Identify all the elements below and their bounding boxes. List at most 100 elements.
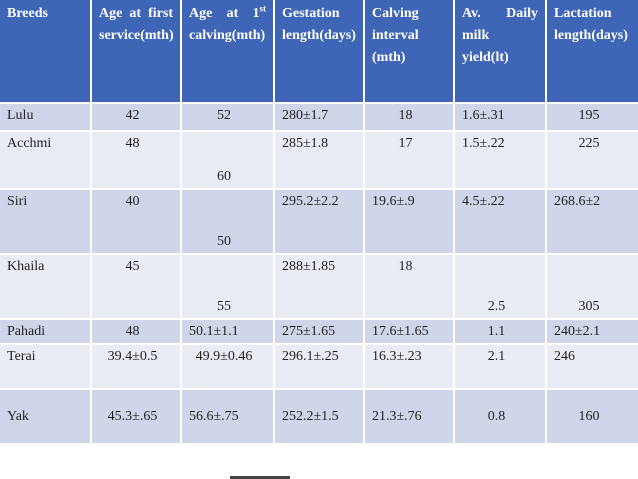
text: Khaila (7, 259, 45, 274)
text: 48 (125, 324, 140, 339)
data-cell: 52 (182, 104, 275, 132)
text: 18 (398, 108, 413, 123)
header-cell: Gestation length(days) (275, 0, 365, 104)
data-cell: 280±1.7 (275, 104, 365, 132)
data-cell: 285±1.8 (275, 132, 365, 190)
text: 17.6±1.65 (372, 324, 429, 339)
data-cell: 48 (92, 320, 182, 345)
header-text: Calving interval (mth) (372, 6, 419, 65)
text: 195 (578, 108, 600, 123)
header-text: Lactation length(days) (554, 6, 628, 43)
text: 45.3±.65 (107, 409, 158, 424)
data-cell: 1.6±.31 (455, 104, 547, 132)
breed-cell: Yak (0, 390, 92, 445)
text: 280±1.7 (282, 108, 329, 123)
data-cell: 225 (547, 132, 638, 190)
text: 56.6±.75 (189, 409, 239, 424)
data-cell: 19.6±.9 (365, 190, 455, 255)
slide-bar (230, 476, 290, 479)
data-cell: 296.1±.25 (275, 345, 365, 390)
text: 19.6±.9 (372, 194, 415, 209)
text: 252.2±1.5 (282, 409, 339, 424)
text: Yak (7, 409, 29, 424)
text: 16.3±.23 (372, 349, 422, 364)
data-cell: 4.5±.22 (455, 190, 547, 255)
text: 55 (217, 299, 231, 314)
text: 17 (398, 136, 413, 151)
header-text-part: Age at 1 (189, 6, 260, 21)
data-cell: 45.3±.65 (92, 390, 182, 445)
text: Lulu (7, 108, 34, 123)
text: 21.3±.76 (372, 409, 422, 424)
data-cell: 1.1 (455, 320, 547, 345)
header-cell: Age at 1st calving(mth) (182, 0, 275, 104)
header-cell: Age at first service(mth) (92, 0, 182, 104)
text: 50 (217, 234, 231, 249)
data-cell: 2.1 (455, 345, 547, 390)
text: Terai (7, 349, 36, 364)
header-text: Breeds (7, 6, 48, 21)
data-cell: 39.4±0.5 (92, 345, 182, 390)
text: 305 (578, 299, 600, 314)
text: 4.5±.22 (462, 194, 505, 209)
text: 42 (125, 108, 140, 123)
text: 268.6±2 (554, 194, 601, 209)
data-cell: 60 (182, 132, 275, 190)
data-cell: 0.8 (455, 390, 547, 445)
breed-cell: Khaila (0, 255, 92, 320)
data-cell: 1.5±.22 (455, 132, 547, 190)
data-cell: 17 (365, 132, 455, 190)
text: 225 (578, 136, 600, 151)
text: 39.4±0.5 (107, 349, 158, 364)
breed-cell: Pahadi (0, 320, 92, 345)
text: 1.6±.31 (462, 108, 505, 123)
data-cell: 49.9±0.46 (182, 345, 275, 390)
header-text-part: calving(mth) (189, 28, 266, 43)
data-cell: 18 (365, 104, 455, 132)
text: Pahadi (7, 324, 46, 339)
data-cell: 21.3±.76 (365, 390, 455, 445)
text: 52 (217, 108, 231, 123)
text: 160 (578, 409, 600, 424)
data-cell: 50 (182, 190, 275, 255)
data-cell: 288±1.85 (275, 255, 365, 320)
data-cell: 18 (365, 255, 455, 320)
text: 2.1 (487, 349, 506, 364)
text: 1.5±.22 (462, 136, 505, 151)
data-cell: 305 (547, 255, 638, 320)
text: 1.1 (487, 324, 506, 339)
text: 288±1.85 (282, 259, 336, 274)
data-cell: 56.6±.75 (182, 390, 275, 445)
text: 48 (125, 136, 140, 151)
text: 40 (125, 194, 140, 209)
text: 18 (398, 259, 413, 274)
breed-cell: Lulu (0, 104, 92, 132)
header-text: Av. Daily milk yield(lt) (462, 6, 538, 65)
header-cell: Calving interval (mth) (365, 0, 455, 104)
text: 49.9±0.46 (195, 349, 253, 364)
superscript: st (259, 3, 267, 14)
data-cell: 195 (547, 104, 638, 132)
data-cell: 50.1±1.1 (182, 320, 275, 345)
header-cell: Av. Daily milk yield(lt) (455, 0, 547, 104)
text: 2.5 (487, 299, 506, 314)
text: Acchmi (7, 136, 52, 151)
header-cell: Lactation length(days) (547, 0, 638, 104)
breed-cell: Siri (0, 190, 92, 255)
data-cell: 17.6±1.65 (365, 320, 455, 345)
header-text: Age at first service(mth) (99, 6, 174, 43)
header-cell: Breeds (0, 0, 92, 104)
data-cell: 42 (92, 104, 182, 132)
breed-cell: Terai (0, 345, 92, 390)
header-text: Age at 1st calving(mth) (189, 3, 266, 99)
data-cell: 240±2.1 (547, 320, 638, 345)
data-cell: 275±1.65 (275, 320, 365, 345)
text: 295.2±2.2 (282, 194, 339, 209)
data-cell: 252.2±1.5 (275, 390, 365, 445)
data-cell: 2.5 (455, 255, 547, 320)
data-cell: 160 (547, 390, 638, 445)
data-cell: 16.3±.23 (365, 345, 455, 390)
data-cell: 48 (92, 132, 182, 190)
breed-cell: Acchmi (0, 132, 92, 190)
